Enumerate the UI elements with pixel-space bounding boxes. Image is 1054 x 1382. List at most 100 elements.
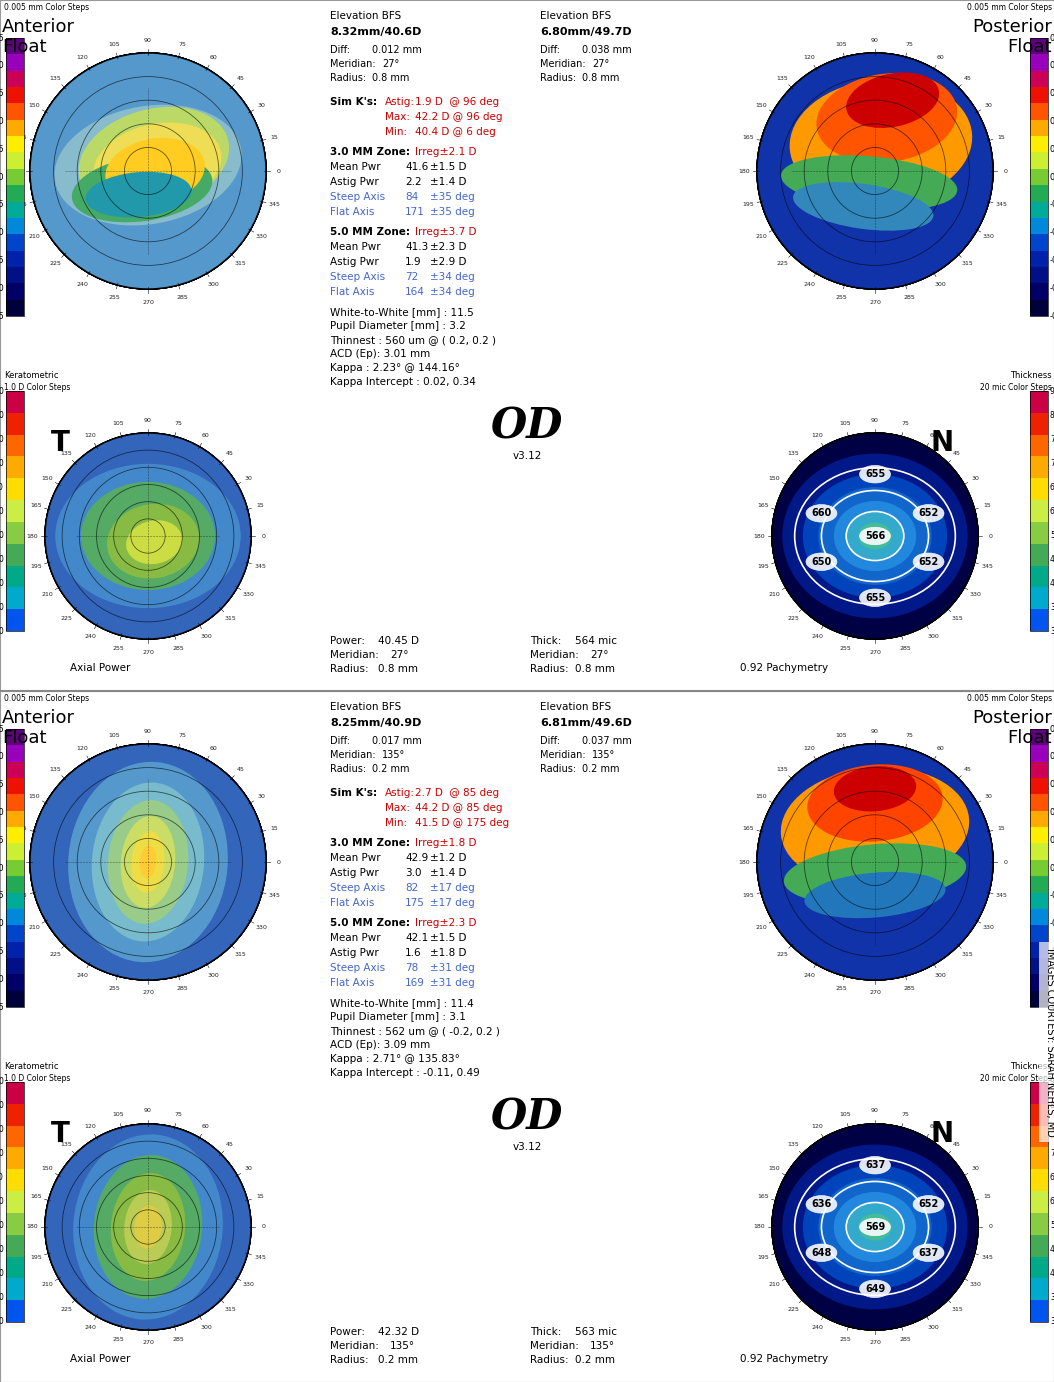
Bar — [1030, 795, 1048, 811]
Bar — [1030, 958, 1048, 974]
Text: 195: 195 — [16, 202, 27, 207]
Ellipse shape — [860, 1280, 891, 1298]
Text: -0.060: -0.060 — [1050, 283, 1054, 293]
Bar — [6, 893, 24, 909]
Bar — [1030, 135, 1048, 152]
Bar — [1030, 456, 1048, 478]
Text: -0.030: -0.030 — [0, 919, 4, 929]
Ellipse shape — [79, 106, 229, 211]
Bar — [1030, 1213, 1048, 1234]
Text: 225: 225 — [787, 1306, 799, 1312]
Text: 650: 650 — [812, 557, 832, 567]
Text: 1.0 D Color Steps: 1.0 D Color Steps — [4, 383, 71, 392]
Text: 195: 195 — [16, 893, 27, 898]
Text: 285: 285 — [176, 985, 188, 991]
Text: 0.037 mm: 0.037 mm — [582, 737, 631, 746]
Text: 540: 540 — [1050, 531, 1054, 539]
Text: 840: 840 — [1050, 1101, 1054, 1111]
Text: 20 mic Color Steps: 20 mic Color Steps — [980, 1074, 1052, 1083]
Text: 315: 315 — [225, 615, 236, 621]
Text: 345: 345 — [269, 202, 280, 207]
Bar — [1030, 826, 1048, 843]
Text: Mean Pwr: Mean Pwr — [330, 853, 380, 862]
Text: Thickness: Thickness — [1011, 1061, 1052, 1071]
PathPatch shape — [30, 744, 266, 980]
Text: 195: 195 — [743, 202, 755, 207]
Text: -0.015: -0.015 — [1050, 200, 1054, 209]
Text: 225: 225 — [50, 261, 61, 267]
Text: ±1.5 D: ±1.5 D — [430, 162, 467, 171]
Text: 195: 195 — [757, 564, 768, 568]
Bar — [1030, 565, 1048, 587]
Text: -0.015: -0.015 — [0, 200, 4, 209]
Bar — [1030, 941, 1048, 958]
Text: 0.2 mm: 0.2 mm — [372, 764, 410, 774]
Text: 45: 45 — [963, 767, 972, 773]
Ellipse shape — [135, 1205, 161, 1248]
Bar — [6, 413, 24, 434]
Text: 0.030: 0.030 — [0, 117, 4, 126]
PathPatch shape — [772, 433, 978, 638]
Bar — [1030, 761, 1048, 778]
Text: 255: 255 — [839, 1336, 851, 1342]
Text: 75: 75 — [905, 41, 913, 47]
Text: 300: 300 — [928, 1325, 939, 1329]
Text: 225: 225 — [777, 261, 788, 267]
Bar — [1030, 925, 1048, 941]
Text: 105: 105 — [112, 422, 123, 427]
Text: 60: 60 — [930, 1124, 937, 1129]
Text: 210: 210 — [28, 234, 40, 239]
Text: 90: 90 — [144, 417, 152, 423]
Text: -0.060: -0.060 — [0, 974, 4, 984]
Text: 30: 30 — [245, 1166, 252, 1172]
Text: Meridian:: Meridian: — [330, 750, 375, 760]
Text: 30: 30 — [245, 475, 252, 481]
Bar — [6, 587, 24, 609]
Bar — [6, 391, 24, 413]
Text: 0: 0 — [1004, 169, 1008, 174]
Text: 75: 75 — [901, 1113, 909, 1118]
Bar — [1030, 1256, 1048, 1278]
Bar — [6, 120, 24, 135]
Text: 3.0: 3.0 — [405, 868, 422, 878]
PathPatch shape — [30, 53, 266, 289]
Text: 345: 345 — [981, 564, 993, 568]
Text: 82: 82 — [405, 883, 418, 893]
Ellipse shape — [55, 105, 241, 225]
Bar — [1030, 54, 1048, 70]
Bar — [6, 974, 24, 991]
PathPatch shape — [30, 744, 266, 980]
Text: 240: 240 — [77, 973, 89, 978]
Text: 180: 180 — [12, 169, 23, 174]
Bar — [1030, 87, 1048, 104]
Text: 300: 300 — [208, 282, 219, 287]
Text: 171: 171 — [405, 207, 425, 217]
Text: 1.9 D  @ 96 deg: 1.9 D @ 96 deg — [415, 97, 500, 106]
Bar — [6, 745, 24, 761]
Text: 360: 360 — [1050, 1294, 1054, 1302]
Text: 0.045: 0.045 — [0, 88, 4, 98]
Ellipse shape — [859, 522, 892, 550]
Text: 270: 270 — [870, 650, 881, 655]
Text: White-to-White [mm] : 11.5: White-to-White [mm] : 11.5 — [330, 307, 473, 316]
Text: 330: 330 — [982, 925, 994, 930]
Text: 30.00: 30.00 — [0, 603, 4, 611]
Text: OD: OD — [491, 1096, 563, 1137]
Text: 240: 240 — [803, 973, 816, 978]
Text: 45.00: 45.00 — [0, 482, 4, 492]
Text: 0.005 mm Color Steps: 0.005 mm Color Steps — [967, 3, 1052, 12]
Text: Sim K's:: Sim K's: — [330, 97, 377, 106]
Bar — [6, 728, 24, 745]
PathPatch shape — [45, 1124, 251, 1329]
PathPatch shape — [757, 744, 993, 980]
Text: ±17 deg: ±17 deg — [430, 898, 474, 908]
Text: 105: 105 — [835, 41, 847, 47]
Text: 48.00: 48.00 — [0, 1150, 4, 1158]
Ellipse shape — [781, 155, 957, 210]
Text: Astig:: Astig: — [385, 97, 415, 106]
Text: 164: 164 — [405, 287, 425, 297]
PathPatch shape — [772, 1124, 978, 1329]
Text: 315: 315 — [961, 261, 974, 267]
Text: 652: 652 — [918, 1200, 939, 1209]
Text: 169: 169 — [405, 978, 425, 988]
